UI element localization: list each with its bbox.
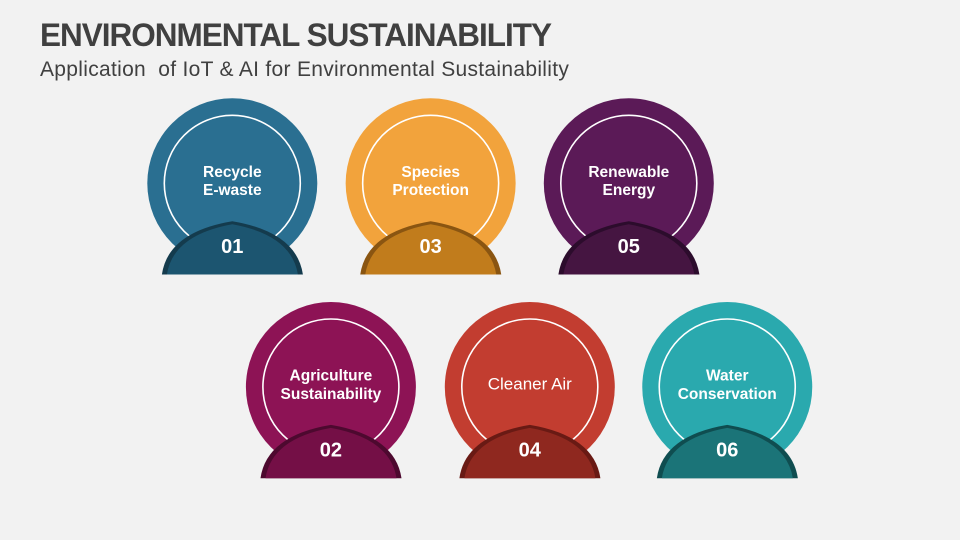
svg-text:Water: Water	[706, 368, 749, 385]
svg-text:Protection: Protection	[392, 182, 469, 199]
svg-text:06: 06	[716, 440, 738, 462]
svg-text:Renewable: Renewable	[588, 164, 669, 181]
svg-text:E-waste: E-waste	[203, 182, 262, 199]
svg-text:Sustainability: Sustainability	[281, 386, 382, 403]
svg-text:Species: Species	[401, 164, 460, 181]
svg-text:05: 05	[618, 236, 640, 258]
svg-text:Conservation: Conservation	[678, 386, 777, 403]
svg-text:02: 02	[320, 440, 342, 462]
svg-text:Energy: Energy	[603, 182, 656, 199]
svg-text:Agriculture: Agriculture	[290, 368, 373, 385]
svg-text:04: 04	[519, 440, 542, 462]
svg-text:Recycle: Recycle	[203, 164, 262, 181]
svg-text:Cleaner Air: Cleaner Air	[488, 375, 572, 394]
svg-text:01: 01	[221, 236, 243, 258]
svg-text:03: 03	[420, 236, 442, 258]
